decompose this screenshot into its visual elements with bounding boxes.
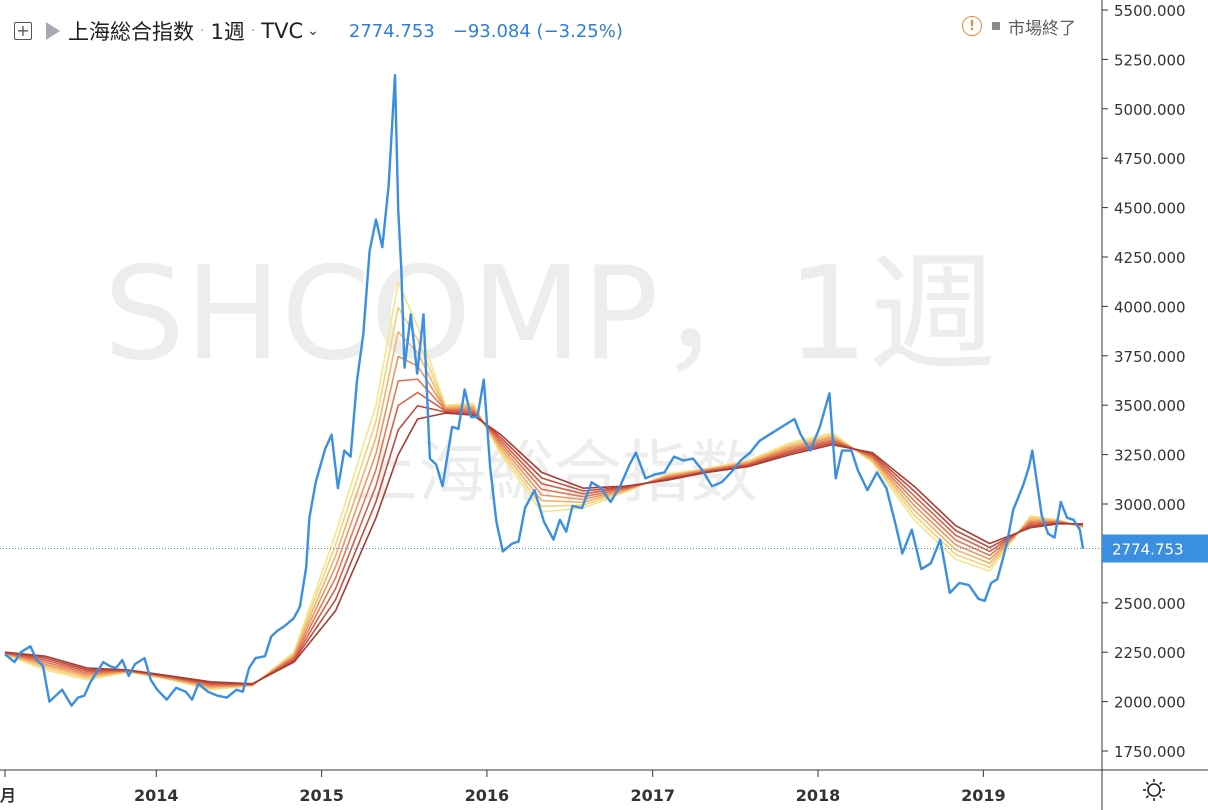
watermark-primary: SHCOMP，1週	[104, 240, 997, 389]
x-tick-label: 2014	[134, 786, 179, 805]
market-status[interactable]: ! 市場終了	[962, 14, 1076, 39]
warning-icon[interactable]: !	[962, 16, 982, 36]
last-price: 2774.753	[348, 20, 435, 42]
chart-header: + 上海総合指数 · 1週 · TVC ⌄ 2774.753 −93.084 (…	[14, 14, 623, 48]
moving-average-line	[4, 405, 1084, 685]
x-tick-label: 2017	[630, 786, 675, 805]
y-tick-label: 4250.000	[1114, 249, 1186, 267]
status-square-icon	[992, 22, 1000, 30]
symbol-name[interactable]: 上海総合指数	[68, 20, 194, 44]
price-change: −93.084 (−3.25%)	[452, 20, 623, 42]
y-tick-label: 2250.000	[1114, 644, 1186, 662]
x-tick-label: 月	[0, 786, 16, 805]
y-tick-label: 2500.000	[1114, 595, 1186, 613]
x-tick-label: 2018	[796, 786, 841, 805]
expand-icon[interactable]: +	[14, 22, 32, 40]
y-tick-label: 3000.000	[1114, 496, 1186, 514]
x-tick-label: 2015	[299, 786, 344, 805]
y-tick-label: 5000.000	[1114, 101, 1186, 119]
last-price-tag-label: 2774.753	[1112, 541, 1184, 559]
market-status-label: 市場終了	[1008, 18, 1076, 39]
separator-dot: ·	[250, 23, 256, 39]
x-tick-label: 2019	[961, 786, 1006, 805]
y-tick-label: 2000.000	[1114, 694, 1186, 712]
flag-icon[interactable]	[46, 22, 60, 40]
y-tick-label: 4000.000	[1114, 298, 1186, 316]
y-tick-label: 4750.000	[1114, 150, 1186, 168]
separator-dot: ·	[200, 23, 205, 39]
price-line[interactable]	[4, 74, 1085, 707]
moving-average-line	[4, 412, 1083, 685]
settings-gear-icon[interactable]	[1143, 779, 1165, 801]
moving-average-line	[4, 378, 1084, 686]
moving-average-line	[4, 331, 1084, 689]
chevron-down-icon[interactable]: ⌄	[307, 23, 319, 39]
y-tick-label: 5500.000	[1114, 2, 1186, 20]
exchange-label[interactable]: TVC	[261, 19, 304, 43]
y-tick-label: 5250.000	[1114, 51, 1186, 69]
y-tick-label: 4500.000	[1114, 200, 1186, 218]
moving-average-line	[4, 391, 1084, 686]
y-tick-label: 3250.000	[1114, 447, 1186, 465]
y-tick-label: 3500.000	[1114, 397, 1186, 415]
x-tick-label: 2016	[465, 786, 510, 805]
y-tick-label: 3750.000	[1114, 348, 1186, 366]
moving-average-line	[4, 355, 1084, 688]
interval-label[interactable]: 1週	[210, 20, 245, 44]
y-tick-label: 1750.000	[1114, 743, 1186, 761]
last-price-tag	[1102, 534, 1208, 563]
